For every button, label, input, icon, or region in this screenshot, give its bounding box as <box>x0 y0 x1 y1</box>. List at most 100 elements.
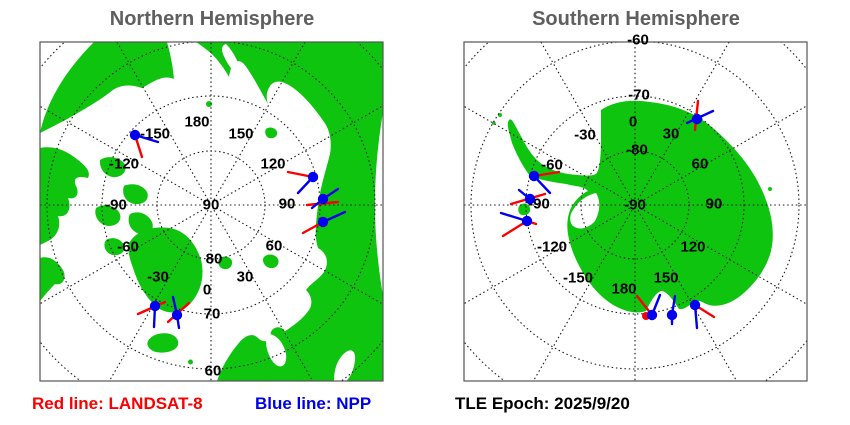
latitude-circle-70 <box>101 95 321 315</box>
longitude-label: 90 <box>279 196 296 213</box>
satellite-marker <box>307 171 319 183</box>
map-frame <box>39 41 384 382</box>
satellite-marker <box>691 113 703 125</box>
graticule <box>40 42 383 381</box>
satellite-marker <box>521 215 533 227</box>
meridian-line <box>637 42 730 201</box>
legend-tle-epoch: TLE Epoch: 2025/9/20 <box>455 394 630 413</box>
landmass-path <box>147 333 179 353</box>
sea-overlay <box>266 334 287 367</box>
satellite-marker <box>689 299 701 311</box>
longitude-label: 90 <box>706 196 723 213</box>
sea-overlay <box>570 193 600 229</box>
meridian-line <box>464 105 631 203</box>
satellite-marker <box>317 216 329 228</box>
satellite-marker <box>524 193 536 205</box>
grid-labels: 1801501209060300-30-60-90-120-1509080706… <box>105 114 295 380</box>
longitude-label: 180 <box>184 114 209 131</box>
meridian-line <box>639 207 807 305</box>
latitude-circle--60 <box>470 42 800 370</box>
latitude-label: -80 <box>626 142 648 159</box>
meridian-line <box>464 207 631 305</box>
latitude-label: -70 <box>628 87 650 104</box>
landmass-path <box>40 42 174 133</box>
meridian-line <box>213 42 306 201</box>
landmass-path <box>768 187 772 191</box>
landmass-path <box>188 359 193 365</box>
landmass-path <box>104 238 125 256</box>
legend-npp-label: Blue line: NPP <box>255 394 372 413</box>
sea-overlay <box>334 350 356 381</box>
landmass-path <box>128 227 203 313</box>
longitude-label: 60 <box>692 156 709 173</box>
legend-landsat8-label: Red line: LANDSAT-8 <box>32 394 203 413</box>
satellite-markers <box>499 99 716 330</box>
longitude-label: -60 <box>117 239 139 256</box>
sea-overlay <box>222 44 242 78</box>
graticule <box>464 42 807 381</box>
north-map: 1801501209060300-30-60-90-120-1509080706… <box>39 41 384 382</box>
satellite-marker <box>129 129 141 141</box>
longitude-label: 120 <box>680 239 705 256</box>
longitude-label: -120 <box>537 239 567 256</box>
satellite-marker <box>528 170 540 182</box>
satellite-marker <box>149 300 161 312</box>
meridian-line <box>40 207 207 305</box>
longitude-label: 120 <box>260 156 285 173</box>
latitude-circle-60 <box>46 42 376 370</box>
meridian-line <box>40 105 207 203</box>
longitude-label: 60 <box>266 238 283 255</box>
latitude-label: 90 <box>203 197 220 214</box>
south-map: 0306090120150180-150-120-90-60-30-90-80-… <box>463 32 808 382</box>
longitude-label: -90 <box>105 197 127 214</box>
longitude-label: 30 <box>663 126 680 143</box>
latitude-circle--70 <box>525 95 745 315</box>
south-map-title: Southern Hemisphere <box>532 8 740 30</box>
longitude-label: -120 <box>109 156 139 173</box>
satellite-marker <box>646 309 658 321</box>
latitude-label: 70 <box>204 306 221 323</box>
longitude-label: 0 <box>629 114 637 131</box>
satellite-marker <box>171 309 183 321</box>
meridian-line <box>116 42 209 201</box>
landmass-path <box>123 184 148 205</box>
landmass-path <box>206 101 212 107</box>
meridian-line <box>540 42 633 201</box>
meridian-line <box>215 207 383 305</box>
latitude-label: 60 <box>205 363 222 380</box>
latitude-label: -60 <box>627 32 649 49</box>
meridian-line <box>532 209 633 381</box>
satellite-marker <box>666 309 678 321</box>
longitude-label: -150 <box>563 270 593 287</box>
landmass-path <box>128 212 153 235</box>
north-map-title: Northern Hemisphere <box>109 8 315 30</box>
map-frame <box>463 41 808 382</box>
meridian-line <box>213 209 314 381</box>
satellite-markers <box>129 129 347 330</box>
meridian-line <box>108 209 209 381</box>
longitude-label: 180 <box>611 281 636 298</box>
grid-labels: 0306090120150180-150-120-90-60-30-90-80-… <box>528 32 722 298</box>
latitude-label: -90 <box>624 197 646 214</box>
longitude-label: -30 <box>147 269 169 286</box>
landmass-path <box>95 205 121 226</box>
landmass-path <box>218 256 233 270</box>
landmass-path <box>507 100 773 313</box>
longitude-label: 150 <box>228 126 253 143</box>
landmass-path <box>196 42 383 381</box>
landmass-path <box>40 257 65 301</box>
landmass-path <box>518 203 531 216</box>
longitude-label: 0 <box>203 282 211 299</box>
longitude-label: 150 <box>653 270 678 287</box>
latitude-label: 80 <box>206 251 223 268</box>
longitude-label: -30 <box>574 127 596 144</box>
longitude-label: 30 <box>237 269 254 286</box>
landmass-path <box>99 157 126 178</box>
meridian-line <box>637 209 738 381</box>
meridian-line <box>639 105 807 203</box>
landmass-path <box>40 147 89 245</box>
longitude-label: -60 <box>541 157 563 174</box>
landmass-path <box>262 254 279 269</box>
